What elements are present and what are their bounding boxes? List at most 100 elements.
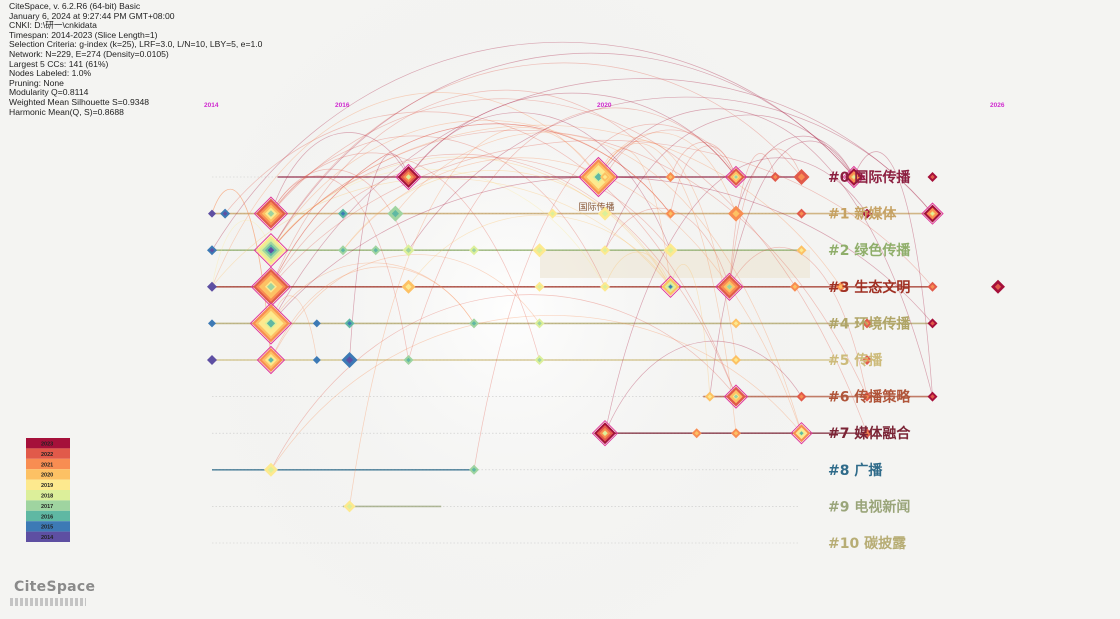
keyword-node: [532, 243, 547, 258]
keyword-node: [862, 428, 872, 439]
network-summary: CiteSpace, v. 6.2.R6 (64-bit) Basic Janua…: [9, 1, 262, 117]
legend-year-label: 2021: [41, 462, 53, 468]
citation-arc: [729, 153, 776, 287]
keyword-node: [207, 281, 217, 292]
node-diamond: [471, 467, 477, 473]
node-diamond: [799, 247, 804, 253]
keyword-node: [341, 352, 358, 368]
node-diamond: [707, 394, 713, 399]
node-diamond: [312, 356, 321, 364]
citation-arc: [270, 294, 737, 470]
citation-arc: [270, 152, 540, 361]
keyword-node: [534, 355, 545, 365]
node-diamond: [723, 384, 749, 409]
keyword-node: [401, 279, 416, 294]
keyword-node: [796, 245, 807, 256]
keyword-node: [723, 384, 749, 409]
node-diamond: [209, 247, 215, 253]
keyword-node: [208, 209, 216, 218]
citation-arc: [224, 111, 737, 397]
node-diamond: [792, 284, 798, 290]
node-diamond: [842, 165, 866, 189]
node-diamond: [594, 173, 603, 181]
citation-arc: [598, 140, 737, 361]
citation-arc: [853, 151, 933, 397]
node-diamond: [550, 211, 555, 216]
citation-arc: [709, 140, 855, 397]
legend-year-label: 2017: [41, 504, 53, 510]
citation-arc: [670, 145, 737, 214]
node-diamond: [930, 321, 935, 326]
citation-arc: [604, 340, 802, 434]
node-diamond: [838, 284, 844, 290]
citation-arc: [211, 41, 855, 251]
cluster-label: #4 环境传播: [828, 315, 911, 332]
citation-arc: [598, 132, 737, 214]
summary-line: Harmonic Mean(Q, S)=0.8688: [9, 106, 124, 117]
keyword-node: [862, 208, 872, 219]
cluster-label: #0 国际传播: [828, 169, 911, 186]
citation-arc: [408, 112, 671, 251]
cluster-label: #5 传播: [828, 352, 883, 369]
citation-arc: [270, 132, 409, 214]
cluster-label: #6 传播策略: [828, 389, 911, 406]
node-diamond: [208, 209, 216, 218]
cluster-label: #9 电视新闻: [828, 498, 910, 515]
node-diamond: [715, 272, 744, 302]
keyword-node: [387, 205, 404, 222]
keyword-node: [715, 272, 744, 302]
citation-arc: [604, 251, 671, 287]
keyword-node: [665, 172, 676, 182]
citation-arc: [270, 254, 540, 361]
keyword-node: [250, 266, 292, 308]
keyword-node: [600, 172, 610, 182]
keyword-node: [208, 319, 216, 328]
node-diamond: [312, 319, 321, 328]
citation-arc: [598, 108, 933, 397]
keyword-node: [207, 245, 217, 256]
legend-swatch: [26, 438, 70, 449]
summary-line: Modularity Q=0.8114: [9, 87, 89, 98]
node-diamond: [799, 431, 804, 436]
cluster-label: #8 广播: [828, 462, 883, 479]
node-diamond: [668, 211, 673, 216]
keyword-node: [370, 245, 381, 256]
legend-year-label: 2015: [41, 525, 53, 531]
node-diamond: [537, 321, 542, 326]
node-diamond: [668, 284, 673, 289]
node-diamond: [602, 284, 608, 290]
keyword-node: [991, 279, 1005, 294]
citation-arc: [270, 139, 933, 288]
cluster-label: #3 生态文明: [828, 279, 910, 296]
cluster-label: #7 媒体融合: [828, 425, 911, 442]
citation-arc: [270, 120, 671, 251]
node-diamond: [921, 202, 944, 225]
citation-arc: [598, 142, 737, 434]
node-diamond: [864, 211, 870, 216]
node-diamond: [537, 357, 542, 363]
node-diamond: [733, 430, 739, 436]
legend-year-label: 2022: [41, 452, 53, 458]
node-diamond: [578, 156, 619, 198]
keyword-node: [927, 281, 938, 292]
citation-arc: [604, 207, 730, 287]
keyword-node: [793, 169, 810, 185]
citation-arc: [270, 62, 802, 251]
keyword-node: [724, 165, 748, 189]
citation-arc: [270, 168, 606, 287]
citation-arc: [270, 135, 606, 287]
legend-year-label: 2023: [41, 442, 53, 448]
cluster-label: #10 碳披露: [828, 535, 907, 552]
citation-arc: [473, 123, 737, 470]
legend-swatch: [26, 479, 70, 490]
node-diamond: [267, 210, 275, 217]
node-diamond: [724, 165, 748, 189]
year-tick-label: 2026: [990, 102, 1005, 109]
citation-arc: [735, 135, 855, 214]
node-diamond: [864, 321, 870, 326]
citation-arc: [604, 114, 855, 251]
node-diamond: [864, 430, 870, 436]
legend-year-label: 2019: [41, 483, 53, 489]
keyword-node: [253, 196, 289, 231]
